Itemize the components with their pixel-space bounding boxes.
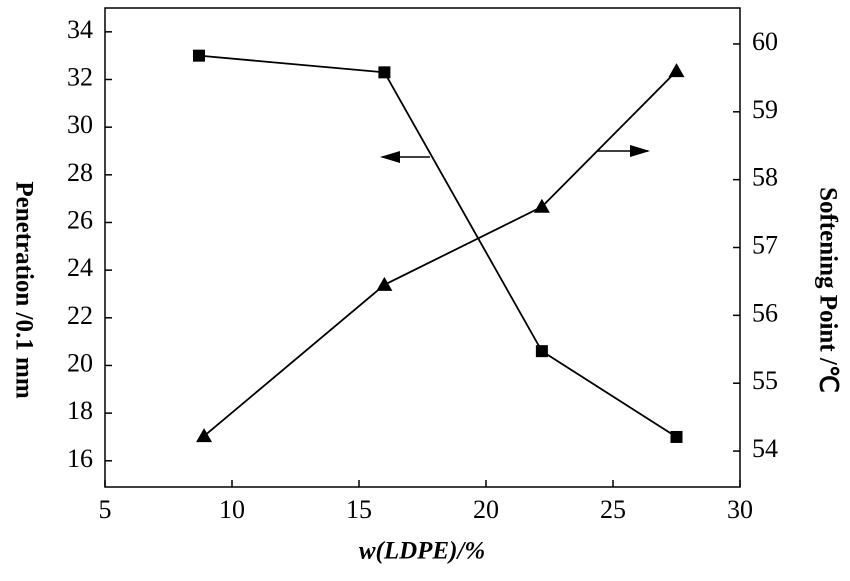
y2-tick-label: 59 [752, 95, 778, 124]
marker-triangle [196, 428, 213, 443]
y-tick-label: 26 [67, 205, 93, 234]
plot-frame [104, 7, 741, 488]
x-tick-label: 25 [600, 495, 626, 524]
y-tick-label: 28 [67, 158, 93, 187]
marker-square [535, 345, 548, 358]
x-tick-label: 10 [219, 495, 245, 524]
y-tick-label: 18 [67, 396, 93, 425]
y2-tick-label: 60 [752, 27, 778, 56]
marker-square [192, 49, 205, 62]
arrow-right [597, 145, 650, 157]
x-tick-label: 20 [473, 495, 499, 524]
y-axis-title: Penetration /0.1 mm [10, 181, 37, 398]
y2-tick-label: 54 [752, 434, 778, 463]
marker-square [670, 430, 683, 443]
y-tick-label: 22 [67, 301, 93, 330]
y2-tick-label: 56 [752, 298, 778, 327]
x-tick-label: 5 [99, 495, 112, 524]
x-tick-label: 15 [346, 495, 372, 524]
y-tick-label: 30 [67, 110, 93, 139]
x-tick-label: 30 [727, 495, 753, 524]
y-tick-label: 32 [67, 62, 93, 91]
y2-tick-label: 58 [752, 163, 778, 192]
y2-tick-label: 57 [752, 230, 778, 259]
y2-axis-title: Softening Point /℃ [814, 187, 841, 393]
series-line [203, 70, 678, 437]
y2-tick-label: 55 [752, 366, 778, 395]
y-tick-label: 16 [67, 444, 93, 473]
marker-triangle [376, 276, 393, 291]
x-axis-title: w(LDPE)/% [359, 538, 485, 565]
y-tick-label: 34 [67, 15, 93, 44]
y-tick-label: 20 [67, 348, 93, 377]
y-tick-label: 24 [67, 253, 93, 282]
marker-triangle [668, 63, 685, 78]
marker-square [378, 66, 391, 79]
marker-triangle [533, 198, 550, 213]
series-line [198, 54, 677, 438]
arrow-left [380, 151, 430, 163]
